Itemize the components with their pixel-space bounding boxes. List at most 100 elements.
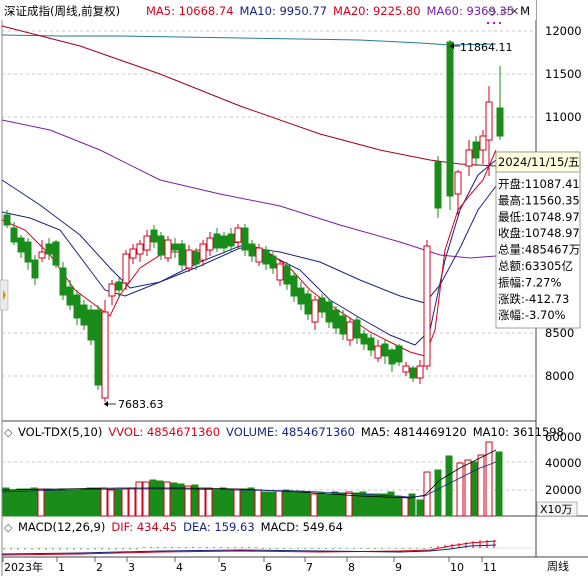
volume-bar: [275, 490, 283, 517]
vol-ma10-line: [1, 461, 497, 498]
candle-body: [409, 367, 417, 379]
volume-bar: [416, 499, 424, 517]
candle-body: [178, 243, 186, 266]
volume-bar: [338, 492, 346, 517]
price-axis: 12000 11500 11000 8500 8000: [545, 24, 582, 383]
low-annotation: 7683.63: [118, 398, 164, 411]
macd-legend: MACD(12,26,9) DIF: 434.45 DEA: 159.63 MACD:…: [18, 520, 343, 534]
settings-diamond-icon[interactable]: ◇: [488, 5, 497, 18]
candle-body: [485, 101, 493, 141]
candle-body: [496, 107, 504, 137]
data-popup: 2024/11/15/五 开盘:11087.41 最高:11560.35 最低:10…: [495, 151, 581, 329]
volume-bar: [317, 492, 325, 517]
candle-body: [143, 235, 151, 251]
candle-body: [311, 299, 319, 323]
close-icon[interactable]: ✕: [510, 5, 519, 18]
candle-body: [150, 229, 158, 243]
candle-body: [255, 247, 263, 263]
left-arrow-icon: [3, 290, 6, 300]
time-label: 6: [265, 561, 272, 574]
volume-bar: [240, 488, 248, 517]
legend-item: DIF: 434.45: [111, 520, 177, 534]
legend-item: DEA: 159.63: [183, 520, 255, 534]
ma60-line: [1, 119, 497, 259]
price-tick: 8000: [545, 369, 574, 383]
candle-body: [80, 304, 88, 326]
candle-body: [192, 251, 200, 265]
volume-bar: [51, 489, 59, 517]
legend-item: MACD: 549.64: [261, 520, 343, 534]
volume-bar: [58, 488, 66, 517]
candle-body: [17, 237, 25, 253]
candle-body: [213, 233, 221, 249]
candle-body: [87, 309, 95, 341]
volume-bar: [114, 489, 122, 517]
candle-body: [479, 135, 487, 151]
volume-bar: [324, 493, 332, 517]
legend-item: M: [520, 4, 530, 18]
candle-body: [38, 251, 46, 259]
candle-body: [395, 345, 403, 363]
vol-expand-icon[interactable]: ◇: [4, 426, 13, 439]
volume-bar: [163, 481, 171, 517]
volume-bar: [30, 487, 38, 517]
volume-bar: [9, 489, 17, 517]
candle-body: [220, 235, 228, 249]
candle-body: [283, 265, 291, 285]
volume-bar: [16, 488, 24, 517]
time-axis: 2023年 1 2 3 4 5 6 7 8 9 10 11: [2, 557, 497, 574]
volume-bar: [445, 455, 453, 517]
legend-item: MA5: 10668.74: [146, 4, 234, 18]
candle-body: [59, 267, 67, 296]
popup-row: 最高:11560.35: [498, 193, 580, 207]
dea-line: [1, 544, 497, 555]
volume-bar: [177, 483, 185, 517]
time-label: 2: [96, 561, 103, 574]
candle-body: [136, 243, 144, 255]
volume-bar: [289, 491, 297, 517]
price-tick: 12000: [545, 24, 582, 38]
macd-expand-icon[interactable]: ◇: [4, 521, 13, 534]
time-label: 7: [306, 561, 313, 574]
volume-bar: [254, 489, 262, 517]
volume-bar: [2, 487, 10, 517]
candle-body: [346, 321, 354, 341]
price-tick: 11500: [545, 67, 582, 81]
candle-body: [234, 227, 242, 243]
dots-indicator: [487, 22, 501, 24]
candle-body: [73, 294, 81, 319]
legend-item: MA20: 9225.80: [333, 4, 421, 18]
candle-body: [325, 301, 333, 323]
candles: [3, 40, 504, 402]
volume-bar: [387, 491, 395, 517]
popup-row: 涨跌:-412.73: [498, 292, 569, 306]
candle-body: [304, 293, 312, 315]
time-label: 11: [483, 561, 497, 574]
candle-body: [339, 315, 347, 335]
candle-body: [332, 309, 340, 329]
time-label: 5: [220, 561, 227, 574]
price-tick: 8500: [545, 326, 574, 340]
candle-body: [367, 337, 375, 351]
popup-row: 最低:10748.97: [498, 210, 580, 224]
left-expand-tab[interactable]: [0, 279, 9, 311]
popup-row: 振幅:7.27%: [498, 275, 561, 289]
volume-bar: [373, 493, 381, 517]
volume-bar: [184, 485, 192, 517]
candle-body: [454, 171, 462, 195]
legend-item: MACD(12,26,9): [18, 520, 105, 534]
candle-body: [290, 275, 298, 297]
candle-body: [388, 349, 396, 365]
period-button[interactable]: 周线: [547, 559, 569, 573]
legend-item: MA10: 3611598: [473, 425, 564, 439]
candle-body: [262, 249, 270, 265]
candle-body: [227, 233, 235, 247]
volume-bar: [310, 493, 318, 517]
candle-body: [381, 343, 389, 357]
volume-bar: [261, 491, 269, 517]
candle-body: [416, 365, 424, 379]
candle-body: [446, 41, 454, 197]
menu-icon[interactable]: ▭: [500, 6, 509, 17]
volume-bar: [142, 481, 150, 517]
